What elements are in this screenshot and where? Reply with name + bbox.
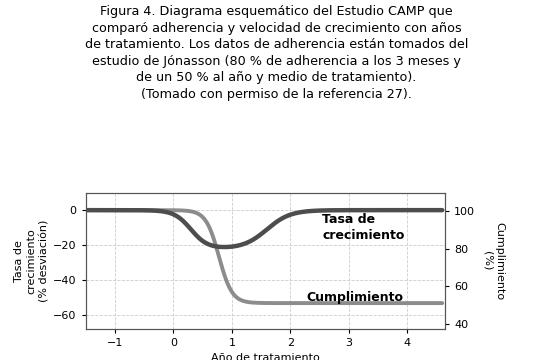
X-axis label: Año de tratamiento: Año de tratamiento <box>211 352 320 360</box>
Text: Cumplimiento: Cumplimiento <box>307 291 404 304</box>
Text: Tasa de
crecimiento: Tasa de crecimiento <box>322 213 405 242</box>
Y-axis label: Tasa de
crecimiento
(% desviación): Tasa de crecimiento (% desviación) <box>14 220 49 302</box>
Text: Figura 4. Diagrama esquemático del Estudio CAMP que
comparó adherencia y velocid: Figura 4. Diagrama esquemático del Estud… <box>85 5 468 101</box>
Y-axis label: Cumplimiento
(%): Cumplimiento (%) <box>482 222 504 300</box>
